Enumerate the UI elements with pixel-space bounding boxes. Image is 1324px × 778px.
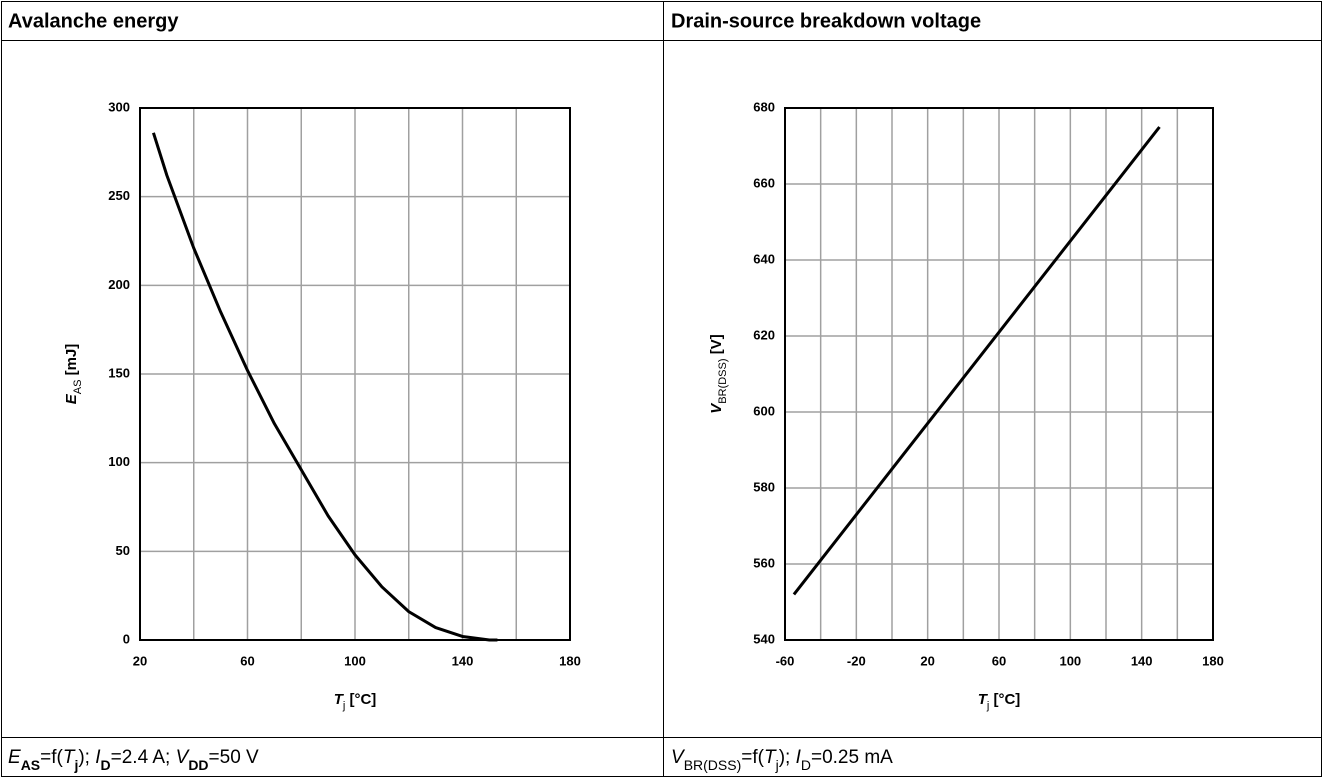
text-segment: BR(DSS) [717, 358, 729, 403]
x-tick-label: 20 [920, 653, 934, 668]
x-tick-label: 100 [344, 653, 366, 668]
plot-frame [784, 107, 1214, 641]
text-segment: =f( [741, 747, 764, 768]
text-segment: I [796, 747, 802, 768]
text-segment: [°C] [345, 691, 376, 708]
text-segment: V [708, 402, 725, 414]
text-segment: j [775, 757, 779, 773]
text-segment: j [986, 700, 989, 712]
text-segment: [mJ] [63, 344, 80, 380]
chart-title: Drain-source breakdown voltage [671, 10, 981, 32]
text-segment: D [101, 757, 111, 773]
x-tick-label: 140 [1131, 653, 1153, 668]
data-line [152, 132, 498, 642]
text-segment: E [63, 393, 80, 404]
text-segment: D [801, 757, 811, 773]
y-tick-label: 680 [753, 99, 775, 114]
y-tick-label: 600 [753, 403, 775, 418]
data-line [792, 126, 1161, 596]
text-segment: ); [78, 747, 95, 768]
x-tick-label: 100 [1059, 653, 1081, 668]
x-tick-label: 60 [992, 653, 1006, 668]
text-segment: =50 V [209, 747, 260, 768]
y-tick-label: 640 [753, 251, 775, 266]
y-tick-label: 540 [753, 631, 775, 646]
text-segment: V [671, 747, 686, 768]
y-axis-label: EAS [mJ] [63, 344, 84, 405]
x-axis-label: Tj [°C] [334, 691, 377, 712]
chart-caption: VBR(DSS)=f(Tj); ID=0.25 mA [671, 747, 893, 773]
y-tick-label: 50 [116, 543, 130, 558]
plot-frame [139, 107, 571, 641]
text-segment: BR(DSS) [684, 757, 742, 773]
text-segment: =f( [40, 747, 63, 768]
y-tick-label: 660 [753, 175, 775, 190]
x-tick-label: 20 [133, 653, 147, 668]
x-tick-label: -20 [847, 653, 866, 668]
y-tick-label: 580 [753, 479, 775, 494]
x-tick-label: 60 [240, 653, 254, 668]
text-segment: T [764, 747, 777, 768]
chart-title: Avalanche energy [8, 10, 179, 32]
x-axis-label: Tj [°C] [978, 691, 1021, 712]
x-tick-label: 180 [559, 653, 581, 668]
text-segment: [°C] [989, 691, 1020, 708]
x-tick-label: 140 [452, 653, 474, 668]
text-segment: =2.4 A; [111, 747, 176, 768]
y-tick-label: 0 [123, 631, 130, 646]
y-tick-label: 560 [753, 555, 775, 570]
x-tick-label: -60 [776, 653, 795, 668]
text-segment: E [8, 747, 21, 768]
x-tick-label: 180 [1202, 653, 1224, 668]
text-segment: AS [72, 380, 84, 395]
text-segment: [V] [708, 334, 725, 358]
text-segment: =0.25 mA [811, 747, 893, 768]
chart-caption: EAS=f(Tj); ID=2.4 A; VDD=50 V [8, 747, 259, 773]
text-segment: DD [188, 757, 208, 773]
y-tick-label: 150 [108, 365, 130, 380]
text-segment: V [176, 747, 191, 768]
text-segment: T [63, 747, 76, 768]
text-segment: AS [21, 757, 40, 773]
text-segment: T [334, 691, 345, 708]
y-tick-label: 300 [108, 99, 130, 114]
y-tick-label: 250 [108, 188, 130, 203]
y-axis-label: VBR(DSS) [V] [708, 334, 729, 413]
y-tick-label: 100 [108, 454, 130, 469]
text-segment: ); [779, 747, 796, 768]
text-segment: j [342, 700, 345, 712]
text-segment: T [978, 691, 989, 708]
y-tick-label: 200 [108, 277, 130, 292]
text-segment: I [95, 747, 101, 768]
y-tick-label: 620 [753, 327, 775, 342]
text-segment: j [73, 757, 78, 773]
